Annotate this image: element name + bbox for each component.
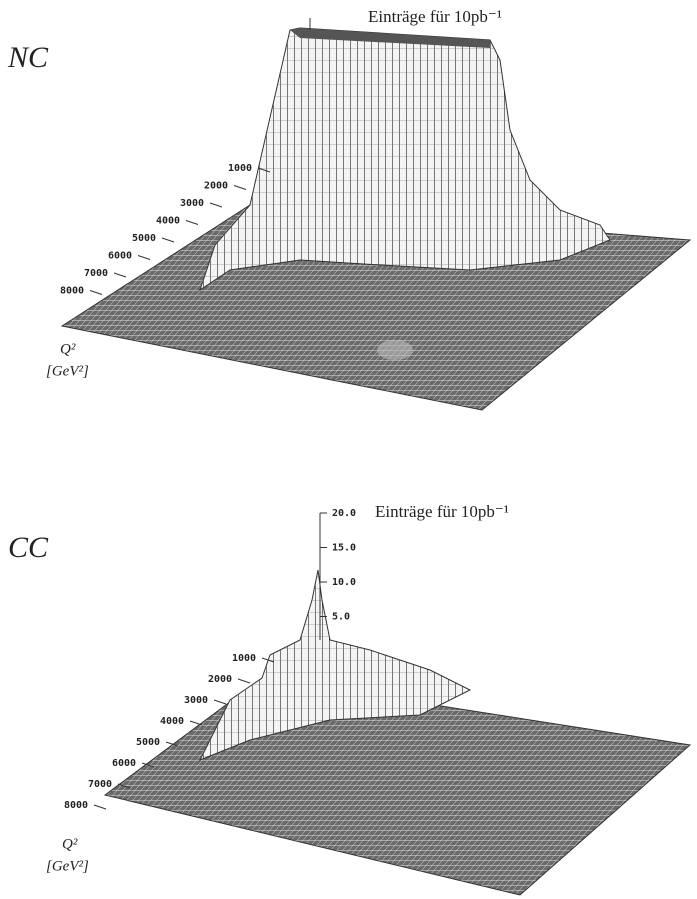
cc-panel: CC Einträge für 10pb⁻¹ Q² [GeV²] 1000200… [8,502,692,896]
depth-tick-label: 4000 [156,216,180,227]
z-tick-label: 5.0 [332,612,350,623]
z-tick-label: 20.0 [332,508,356,519]
depth-tick-label: 1000 [232,653,256,664]
tick-mark [261,657,275,663]
panel-label: CC [8,531,49,564]
depth-tick-label: 4000 [160,716,184,727]
panel-label: NC [7,41,49,74]
tick-mark [161,237,175,243]
tick-mark [233,185,247,190]
tick-mark [185,220,199,225]
depth-tick-label: 2000 [208,674,232,685]
depth-tick-label: 8000 [60,286,84,297]
histogram-bars [199,27,611,292]
depth-tick-label: 6000 [108,251,132,262]
tick-mark [141,762,155,768]
scan-spot [377,340,413,360]
legend: Einträge für 10pb⁻¹ [368,7,502,26]
tick-mark [257,167,271,173]
depth-tick-label: 3000 [180,198,204,209]
z-tick-label: 15.0 [332,543,356,554]
depth-tick-label: 8000 [64,800,88,811]
tick-mark [137,255,151,260]
tick-mark [213,699,227,705]
depth-tick-label: 5000 [136,737,160,748]
tick-mark [237,678,251,684]
depth-tick-label: 7000 [84,268,108,279]
depth-tick-label: 6000 [112,758,136,769]
legend: Einträge für 10pb⁻¹ [375,502,509,521]
depth-tick-label: 2000 [204,181,228,192]
axis-unit: [GeV²] [46,858,89,874]
tick-mark [93,804,107,810]
depth-tick-label: 3000 [184,695,208,706]
tick-mark [113,272,127,278]
axis-label: Q² [60,341,76,357]
tick-mark [165,741,179,747]
histogram-top [290,28,490,48]
tick-mark [209,202,223,208]
axis-label: Q² [62,836,78,852]
tick-mark [89,290,103,295]
axis-unit: [GeV²] [46,363,89,379]
histogram-bars [198,569,472,761]
tick-mark [189,720,203,726]
depth-tick-label: 1000 [228,163,252,174]
depth-tick-label: 5000 [132,233,156,244]
z-tick-label: 10.0 [332,577,356,588]
tick-mark [117,783,131,789]
nc-panel: NC Einträge für 10pb⁻¹ Q² [GeV²] 1000200… [7,7,692,411]
depth-tick-label: 7000 [88,779,112,790]
